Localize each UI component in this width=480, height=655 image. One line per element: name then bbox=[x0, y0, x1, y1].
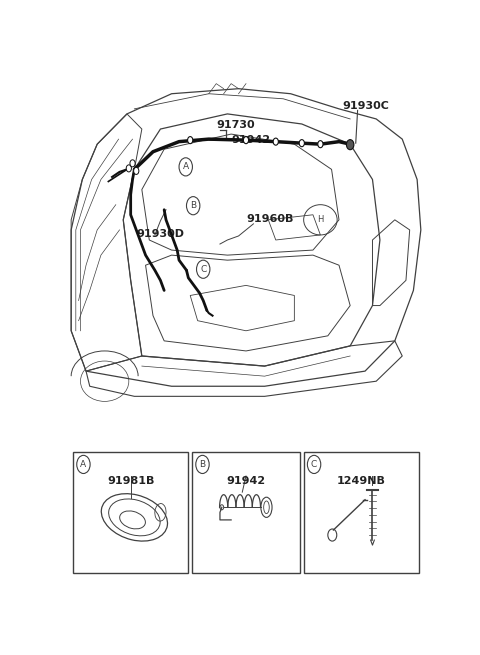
Text: 91942: 91942 bbox=[231, 135, 270, 145]
Text: B: B bbox=[190, 201, 196, 210]
Circle shape bbox=[318, 141, 323, 147]
Circle shape bbox=[347, 140, 354, 150]
Circle shape bbox=[77, 455, 90, 474]
Text: B: B bbox=[199, 460, 205, 469]
Text: 91981B: 91981B bbox=[107, 476, 155, 486]
Bar bbox=[192, 452, 300, 573]
Text: 91930D: 91930D bbox=[136, 229, 184, 240]
Circle shape bbox=[186, 196, 200, 215]
Text: H: H bbox=[317, 215, 324, 224]
Text: 91930C: 91930C bbox=[343, 101, 390, 111]
Text: 91942: 91942 bbox=[227, 476, 265, 486]
Circle shape bbox=[126, 165, 132, 172]
Circle shape bbox=[130, 160, 135, 167]
Circle shape bbox=[307, 455, 321, 474]
Circle shape bbox=[196, 260, 210, 278]
Circle shape bbox=[133, 168, 139, 174]
Bar bbox=[304, 452, 419, 573]
Text: 91730: 91730 bbox=[216, 120, 255, 130]
Text: A: A bbox=[80, 460, 86, 469]
Text: 91960B: 91960B bbox=[246, 214, 293, 225]
Circle shape bbox=[273, 138, 278, 145]
Circle shape bbox=[243, 137, 249, 143]
Text: C: C bbox=[200, 265, 206, 274]
Bar bbox=[73, 452, 188, 573]
Text: A: A bbox=[183, 162, 189, 172]
Circle shape bbox=[179, 158, 192, 176]
Circle shape bbox=[299, 140, 304, 147]
Circle shape bbox=[196, 455, 209, 474]
Text: 1249NB: 1249NB bbox=[337, 476, 386, 486]
Text: C: C bbox=[311, 460, 317, 469]
Circle shape bbox=[188, 137, 193, 143]
